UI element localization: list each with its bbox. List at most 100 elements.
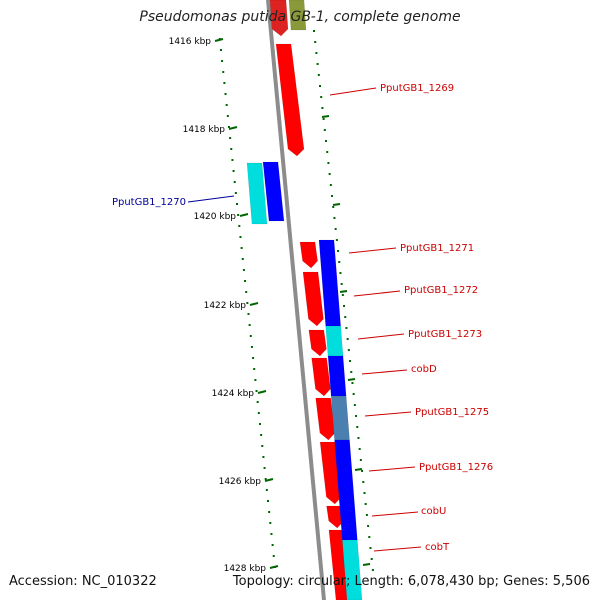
tick-dot (335, 239, 338, 241)
gene-label: PputGB1_1269 (380, 83, 454, 94)
tick-dot (329, 184, 332, 186)
tick-dot (352, 393, 355, 395)
tick-dot (361, 470, 364, 472)
gene-feature (325, 325, 344, 357)
tick-dot (272, 555, 275, 557)
gene-label-leader (364, 411, 412, 417)
gene-label: PputGB1_1271 (400, 243, 474, 254)
tick-mark (257, 390, 267, 394)
gene-label-leader (187, 195, 235, 203)
tick-dot (229, 137, 232, 139)
tick-label: 1416 kbp (169, 37, 212, 47)
tick-dots (218, 30, 374, 571)
gene-feature (246, 162, 268, 225)
minor-tick (321, 115, 330, 118)
tick-dot (331, 195, 334, 197)
tick-dot (314, 41, 317, 43)
tick-dot (268, 511, 271, 513)
minor-tick (347, 378, 356, 381)
tick-dot (270, 533, 273, 535)
tick-dot (357, 437, 360, 439)
tick-label: 1428 kbp (224, 564, 267, 574)
tick-dot (313, 30, 315, 32)
tick-mark (249, 302, 259, 306)
tick-dot (247, 313, 250, 315)
gene-label: cobU (421, 506, 446, 517)
tick-dot (255, 390, 258, 392)
genome-backbone (266, 0, 326, 600)
kbp-ticks: 1416 kbp 1418 kbp 1420 kbp 1422 kbp 1424 kbp… (169, 37, 279, 574)
tick-mark (264, 478, 274, 482)
tick-dot (369, 547, 372, 549)
gene-label: PputGB1_1270 (112, 197, 186, 208)
gene-feature (288, 0, 307, 31)
tick-dot (257, 412, 260, 414)
tick-dot (263, 467, 266, 469)
topology-summary: Topology: circular; Length: 6,078,430 bp… (232, 574, 590, 589)
tick-dot (321, 107, 324, 109)
tick-dot (253, 368, 256, 370)
tick-dot (323, 129, 326, 131)
gene-label: PputGB1_1273 (408, 329, 482, 340)
minor-tick (362, 563, 371, 566)
tick-dot (261, 445, 264, 447)
tick-label: 1420 kbp (194, 212, 237, 222)
gene-label-leader (348, 247, 397, 254)
tick-dot (356, 426, 359, 428)
tick-dot (349, 360, 352, 362)
tick-dot (226, 115, 229, 117)
tick-dot (256, 401, 259, 403)
tick-dot (233, 181, 236, 183)
tick-dot (219, 49, 222, 51)
gene-label-leader (373, 546, 422, 552)
tick-dot (343, 305, 346, 307)
tick-dot (333, 217, 336, 219)
tick-dot (221, 60, 224, 62)
tick-dot (344, 316, 347, 318)
tick-dot (316, 63, 319, 65)
gene-label-leader (368, 466, 416, 472)
tick-dot (252, 357, 255, 359)
tick-dot (236, 203, 239, 205)
tick-dot (222, 71, 225, 73)
tick-dot (224, 93, 227, 95)
gene-label-leader (371, 511, 419, 517)
tick-dot (234, 192, 237, 194)
tick-dot (250, 346, 253, 348)
tick-dot (223, 82, 226, 84)
tick-dot (345, 327, 348, 329)
tick-dot (347, 349, 350, 351)
tick-label: 1422 kbp (204, 301, 247, 311)
tick-dot (267, 500, 270, 502)
tick-dot (340, 283, 343, 285)
tick-dot (325, 140, 328, 142)
tick-dot (363, 492, 366, 494)
gene-feature (302, 271, 324, 327)
tick-dot (241, 258, 244, 260)
tick-dot (364, 503, 367, 505)
tick-dot (337, 250, 340, 252)
tick-dot (269, 522, 272, 524)
tick-dot (225, 104, 228, 106)
gene-label: cobD (411, 364, 437, 375)
tick-dot (244, 280, 247, 282)
tick-mark (269, 565, 279, 569)
gene-label: PputGB1_1275 (415, 407, 489, 418)
minor-tick (354, 468, 363, 471)
tick-label: 1426 kbp (219, 477, 262, 487)
tick-dot (370, 558, 373, 560)
tick-dot (351, 382, 354, 384)
tick-dot (262, 456, 265, 458)
gene-feature (326, 505, 345, 529)
tick-dot (320, 96, 323, 98)
tick-dot (367, 525, 370, 527)
gene-label-leader (329, 87, 377, 96)
tick-dot (338, 261, 341, 263)
gene-labels: PputGB1_1269 PputGB1_1270 PputGB1_1271 Pput… (112, 83, 493, 553)
gene-label: PputGB1_1276 (419, 462, 493, 473)
tick-dot (245, 291, 248, 293)
tick-dot (258, 423, 261, 425)
tick-dot (319, 85, 322, 87)
minor-tick (332, 203, 341, 206)
